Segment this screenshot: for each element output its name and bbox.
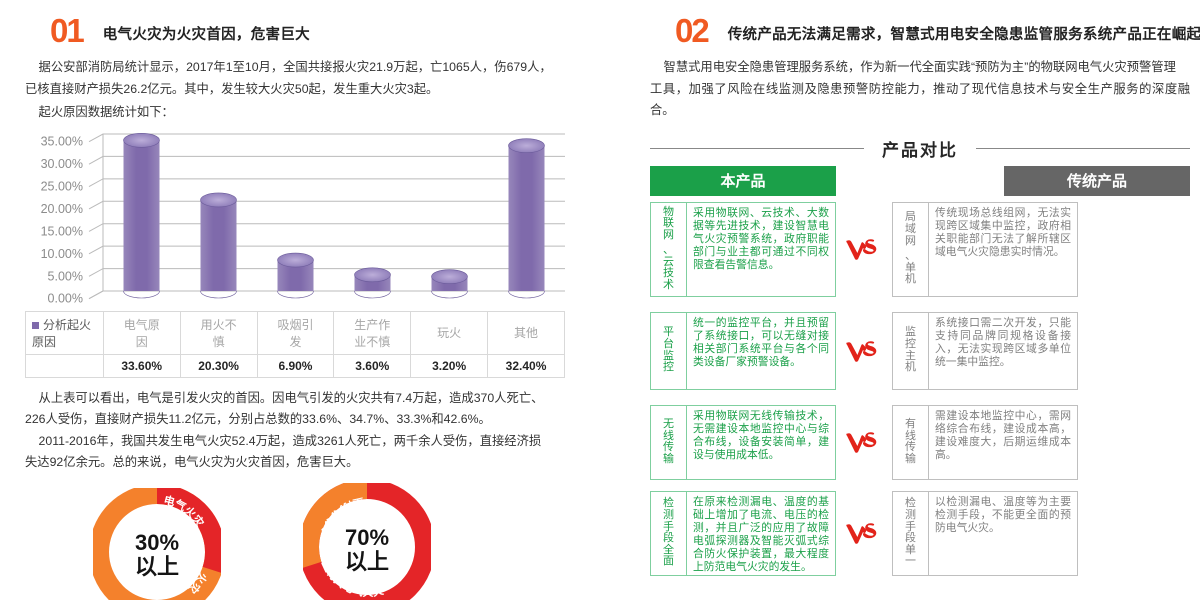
svg-text:15.00%: 15.00% [41,224,83,238]
svg-text:5.00%: 5.00% [48,269,83,283]
svg-text:0.00%: 0.00% [48,291,83,305]
svg-text:30.00%: 30.00% [41,157,83,171]
svg-text:30%: 30% [135,530,179,555]
svg-text:35.00%: 35.00% [41,134,83,148]
svg-text:20.00%: 20.00% [41,202,83,216]
svg-text:以上: 以上 [135,554,179,579]
svg-text:10.00%: 10.00% [41,246,83,260]
svg-text:25.00%: 25.00% [41,179,83,193]
svg-text:70%: 70% [345,525,389,550]
svg-text:以上: 以上 [345,549,389,574]
